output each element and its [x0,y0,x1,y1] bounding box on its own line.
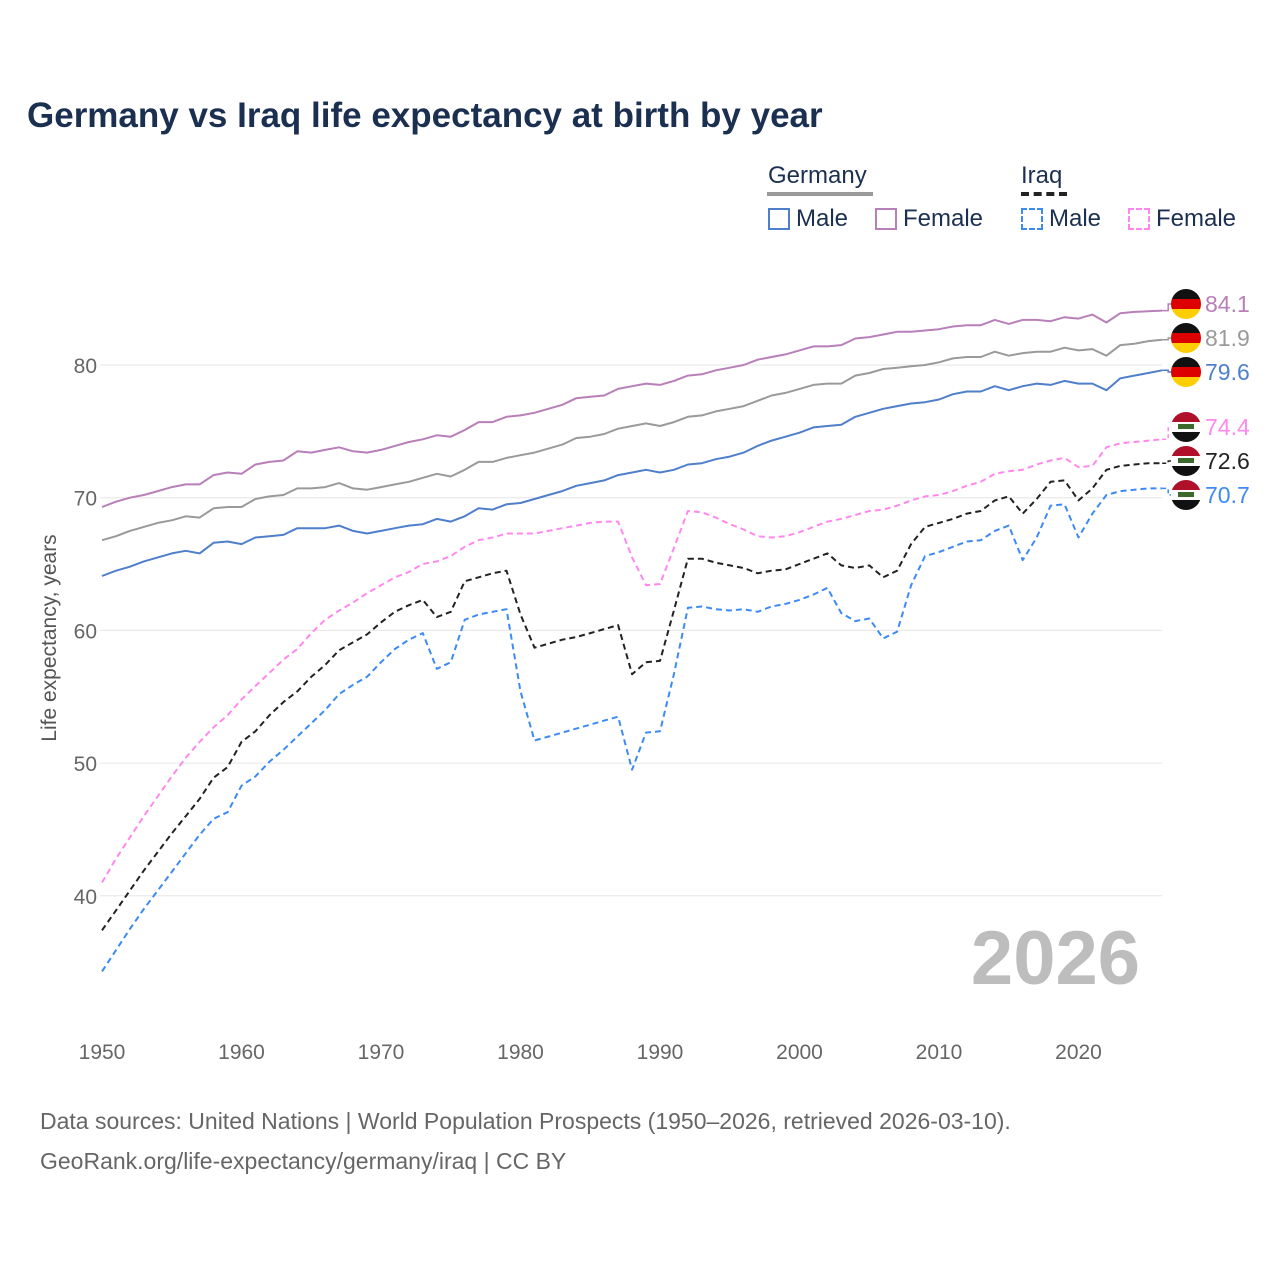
end-value-label: 70.7 [1205,482,1250,508]
legend-iraq-male[interactable]: Male [1021,205,1101,233]
legend-group-label: Germany [768,162,867,189]
legend-swatch [1128,208,1150,230]
year-overlay: 2026 [970,916,1140,1001]
series-line-iraq [101,462,1163,931]
legend-germany-female[interactable]: Female [875,205,983,233]
legend-germany-line [767,192,873,196]
end-value-label: 72.6 [1205,448,1250,474]
end-value-label: 81.9 [1205,325,1250,351]
y-tick-label: 60 [74,620,97,643]
iraq-flag-icon [1171,412,1201,442]
footer-source: Data sources: United Nations | World Pop… [40,1108,1011,1134]
y-tick-label: 70 [74,488,97,511]
label-connector [1162,460,1175,464]
legend-label: Male [796,205,849,232]
x-tick-label: 1950 [79,1041,126,1064]
iraq-flag-icon [1171,446,1201,476]
iraq-flag-icon [1171,480,1201,510]
germany-flag-icon [1171,357,1201,387]
x-tick-label: 1960 [218,1041,265,1064]
x-tick-label: 1970 [358,1041,405,1064]
end-value-label: 84.1 [1205,291,1250,317]
series-line-iraq-male [101,487,1163,972]
x-tick-label: 1990 [637,1041,684,1064]
legend-swatch [875,208,897,230]
x-tick-label: 2020 [1055,1041,1102,1064]
footer-link[interactable]: GeoRank.org/life-expectancy/germany/iraq… [40,1148,567,1174]
x-tick-label: 2010 [916,1041,963,1064]
y-axis-label: Life expectancy, years [38,534,61,742]
series-line-germany-female [101,309,1163,508]
chart-title: Germany vs Iraq life expectancy at birth… [27,96,823,135]
legend-label: Female [1156,205,1237,232]
legend-group-iraq: Iraq [1021,162,1062,190]
legend-germany-male[interactable]: Male [768,205,848,233]
legend-group-germany: Germany [768,162,867,190]
legend-swatch [1021,208,1043,230]
germany-flag-icon [1171,323,1201,353]
series-line-germany [101,338,1163,542]
legend-label: Female [903,205,984,232]
legend-label: Male [1049,205,1102,232]
legend-iraq-line [1021,192,1067,196]
x-tick-label: 2000 [776,1041,823,1064]
germany-flag-icon [1171,289,1201,319]
x-tick-label: 1980 [497,1041,544,1064]
y-tick-label: 50 [74,753,97,776]
y-tick-label: 40 [74,886,97,909]
end-value-label: 79.6 [1205,359,1250,385]
series-line-germany-male [101,369,1163,577]
legend-iraq-female[interactable]: Female [1128,205,1236,233]
legend-group-label: Iraq [1021,162,1063,189]
y-tick-label: 80 [74,355,97,378]
end-value-label: 74.4 [1205,414,1250,440]
series-line-iraq-female [101,438,1163,884]
legend-swatch [768,208,790,230]
